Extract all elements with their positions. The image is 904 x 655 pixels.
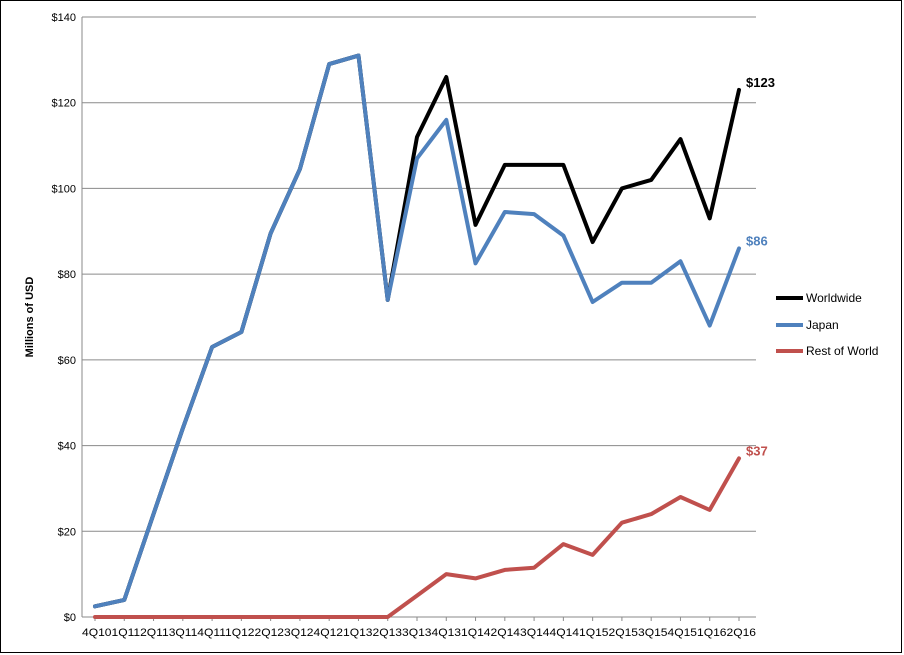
- y-tick-label: $100: [52, 183, 76, 195]
- legend: Worldwide Japan Rest of World: [776, 291, 878, 358]
- y-tick-label: $0: [64, 612, 76, 624]
- y-axis-title: Millions of USD: [24, 277, 36, 358]
- end-label-japan: $86: [746, 233, 768, 248]
- legend-label: Rest of World: [806, 344, 878, 358]
- y-tick-label: $40: [58, 441, 76, 453]
- y-axis-ticks: $0 $20 $40 $60 $80 $100 $120 $140: [52, 12, 76, 624]
- y-tick-label: $140: [52, 12, 76, 24]
- end-label-worldwide: $123: [746, 75, 775, 90]
- end-label-rest-of-world: $37: [746, 443, 768, 458]
- axes: [81, 17, 756, 621]
- x-axis-category-labels: 4Q101Q112Q113Q114Q111Q122Q123Q124Q121Q13…: [82, 627, 756, 639]
- series-lines: [93, 53, 741, 619]
- y-tick-label: $120: [52, 98, 76, 110]
- y-tick-label: $80: [58, 269, 76, 281]
- legend-label: Worldwide: [806, 291, 862, 305]
- legend-label: Japan: [806, 318, 839, 332]
- end-labels: $123 $86 $37: [746, 75, 775, 459]
- gridlines: [82, 16, 756, 532]
- y-tick-label: $20: [58, 526, 76, 538]
- series-line-japan: [93, 53, 741, 609]
- series-line-worldwide: [93, 53, 741, 609]
- series-line-rest-of-world: [93, 456, 741, 619]
- y-tick-label: $60: [58, 355, 76, 367]
